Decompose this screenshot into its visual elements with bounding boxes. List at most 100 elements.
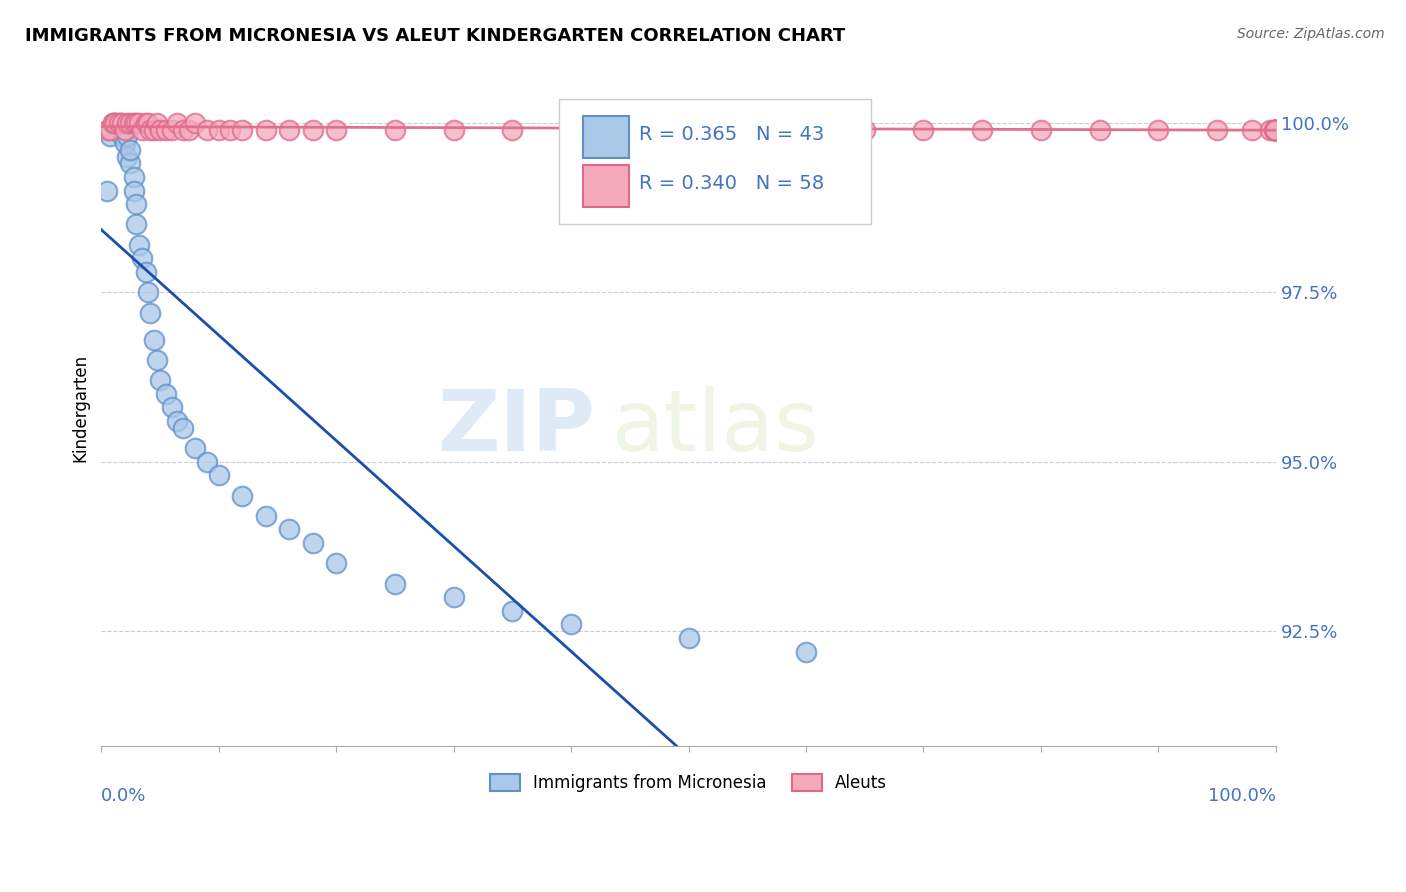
- Point: [142, 122, 165, 136]
- Point: [115, 129, 138, 144]
- Point: [107, 116, 129, 130]
- Point: [115, 116, 138, 130]
- Point: [131, 122, 153, 136]
- Point: [254, 122, 277, 136]
- Point: [1258, 122, 1281, 136]
- Point: [149, 122, 172, 136]
- Point: [135, 265, 157, 279]
- Point: [115, 150, 138, 164]
- Point: [794, 644, 817, 658]
- Point: [1264, 122, 1286, 136]
- Point: [278, 523, 301, 537]
- Point: [231, 489, 253, 503]
- Point: [301, 536, 323, 550]
- Point: [101, 116, 124, 130]
- Point: [325, 122, 347, 136]
- Point: [146, 116, 169, 130]
- Point: [172, 122, 194, 136]
- Point: [136, 285, 159, 300]
- Point: [139, 122, 162, 136]
- Point: [184, 441, 207, 455]
- Point: [560, 122, 582, 136]
- Point: [1206, 122, 1229, 136]
- Point: [100, 129, 122, 144]
- Point: [142, 333, 165, 347]
- Text: 0.0%: 0.0%: [101, 787, 146, 805]
- Point: [120, 143, 142, 157]
- Point: [1147, 122, 1170, 136]
- Point: [195, 122, 218, 136]
- Point: [184, 116, 207, 130]
- Point: [120, 116, 142, 130]
- FancyBboxPatch shape: [582, 165, 628, 207]
- Point: [111, 116, 134, 130]
- Point: [122, 169, 145, 184]
- Point: [619, 122, 641, 136]
- Point: [501, 122, 523, 136]
- Text: R = 0.340   N = 58: R = 0.340 N = 58: [640, 174, 824, 194]
- Point: [384, 122, 406, 136]
- Text: atlas: atlas: [612, 386, 820, 469]
- Point: [1264, 122, 1286, 136]
- Point: [155, 387, 177, 401]
- Point: [125, 116, 148, 130]
- Point: [172, 421, 194, 435]
- Point: [735, 122, 758, 136]
- FancyBboxPatch shape: [582, 116, 628, 158]
- Point: [501, 604, 523, 618]
- Point: [1029, 122, 1052, 136]
- Text: ZIP: ZIP: [437, 386, 595, 469]
- Point: [104, 116, 127, 130]
- Point: [1088, 122, 1111, 136]
- Point: [136, 116, 159, 130]
- Point: [678, 631, 700, 645]
- Point: [219, 122, 242, 136]
- Text: Source: ZipAtlas.com: Source: ZipAtlas.com: [1237, 27, 1385, 41]
- Point: [139, 305, 162, 319]
- Point: [101, 116, 124, 130]
- Point: [179, 122, 201, 136]
- Point: [912, 122, 935, 136]
- Point: [325, 557, 347, 571]
- Point: [100, 122, 122, 136]
- Point: [149, 373, 172, 387]
- Point: [96, 184, 118, 198]
- Y-axis label: Kindergarten: Kindergarten: [72, 353, 89, 461]
- Point: [146, 353, 169, 368]
- Point: [443, 591, 465, 605]
- Point: [107, 122, 129, 136]
- Point: [96, 122, 118, 136]
- Point: [122, 184, 145, 198]
- Point: [443, 122, 465, 136]
- Point: [108, 116, 131, 130]
- FancyBboxPatch shape: [560, 99, 870, 225]
- Point: [278, 122, 301, 136]
- Point: [301, 122, 323, 136]
- Point: [678, 122, 700, 136]
- Point: [1264, 122, 1286, 136]
- Point: [131, 252, 153, 266]
- Text: IMMIGRANTS FROM MICRONESIA VS ALEUT KINDERGARTEN CORRELATION CHART: IMMIGRANTS FROM MICRONESIA VS ALEUT KIND…: [25, 27, 845, 45]
- Point: [560, 617, 582, 632]
- Point: [1241, 122, 1264, 136]
- Point: [166, 116, 188, 130]
- Point: [853, 122, 876, 136]
- Point: [155, 122, 177, 136]
- Text: R = 0.365   N = 43: R = 0.365 N = 43: [640, 126, 824, 145]
- Point: [1263, 122, 1285, 136]
- Point: [972, 122, 994, 136]
- Point: [128, 116, 150, 130]
- Point: [125, 197, 148, 211]
- Point: [111, 129, 134, 144]
- Point: [114, 136, 136, 150]
- Point: [1264, 122, 1286, 136]
- Point: [128, 237, 150, 252]
- Point: [1264, 122, 1286, 136]
- Point: [166, 414, 188, 428]
- Point: [120, 156, 142, 170]
- Point: [254, 508, 277, 523]
- Point: [195, 455, 218, 469]
- Point: [125, 218, 148, 232]
- Text: 100.0%: 100.0%: [1208, 787, 1277, 805]
- Point: [160, 122, 183, 136]
